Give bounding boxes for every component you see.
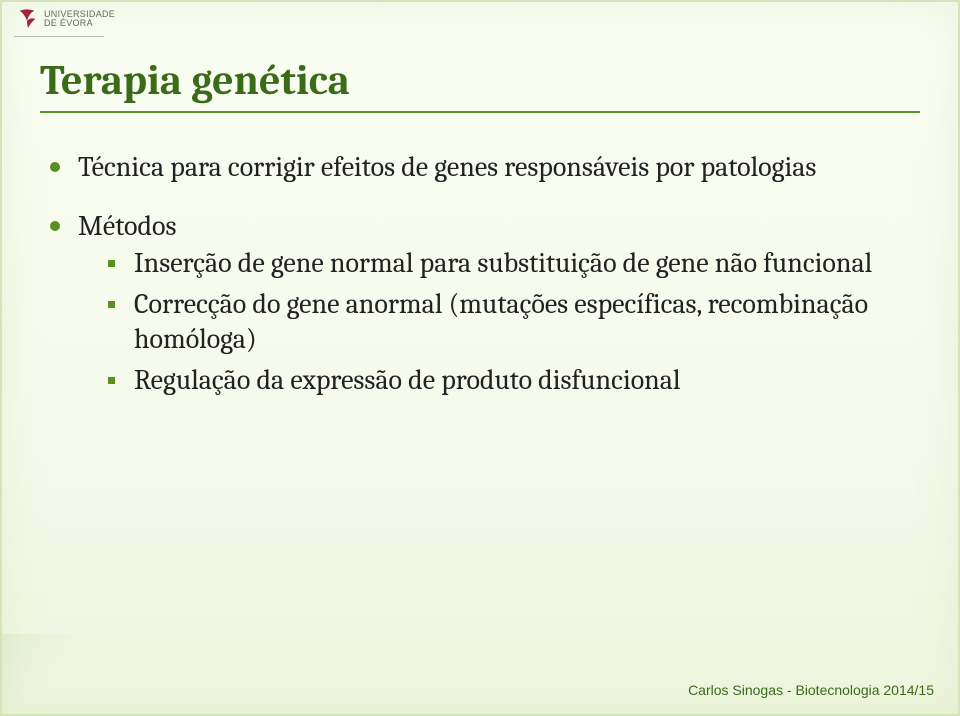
slide: UNIVERSIDADE DE ÉVORA Terapia genética T… (0, 0, 960, 716)
bullet-text: Correcção do gene anormal (mutações espe… (134, 288, 868, 355)
slide-title: Terapia genética (40, 56, 920, 113)
slide-body: Técnica para corrigir efeitos de genes r… (50, 150, 910, 422)
sub-bullets: Inserção de gene normal para substituiçã… (78, 246, 910, 398)
bullet-level1: Métodos Inserção de gene normal para sub… (50, 209, 910, 398)
decorative-corner (2, 634, 82, 714)
bullet-text: Inserção de gene normal para substituiçã… (134, 247, 872, 279)
bullet-level2: Inserção de gene normal para substituiçã… (78, 246, 910, 281)
bullet-level2: Correcção do gene anormal (mutações espe… (78, 287, 910, 357)
bullet-text: Técnica para corrigir efeitos de genes r… (78, 151, 816, 183)
bullet-level1: Técnica para corrigir efeitos de genes r… (50, 150, 910, 185)
bullet-text: Regulação da expressão de produto disfun… (134, 364, 681, 396)
university-logo: UNIVERSIDADE DE ÉVORA (16, 8, 115, 30)
slide-footer: Carlos Sinogas - Biotecnologia 2014/15 (688, 682, 934, 698)
logo-mark-icon (16, 8, 38, 30)
logo-line2: DE ÉVORA (44, 19, 115, 28)
bullet-level2: Regulação da expressão de produto disfun… (78, 363, 910, 398)
logo-text: UNIVERSIDADE DE ÉVORA (44, 10, 115, 28)
bullet-text: Métodos (78, 210, 176, 242)
logo-underline (14, 36, 104, 37)
